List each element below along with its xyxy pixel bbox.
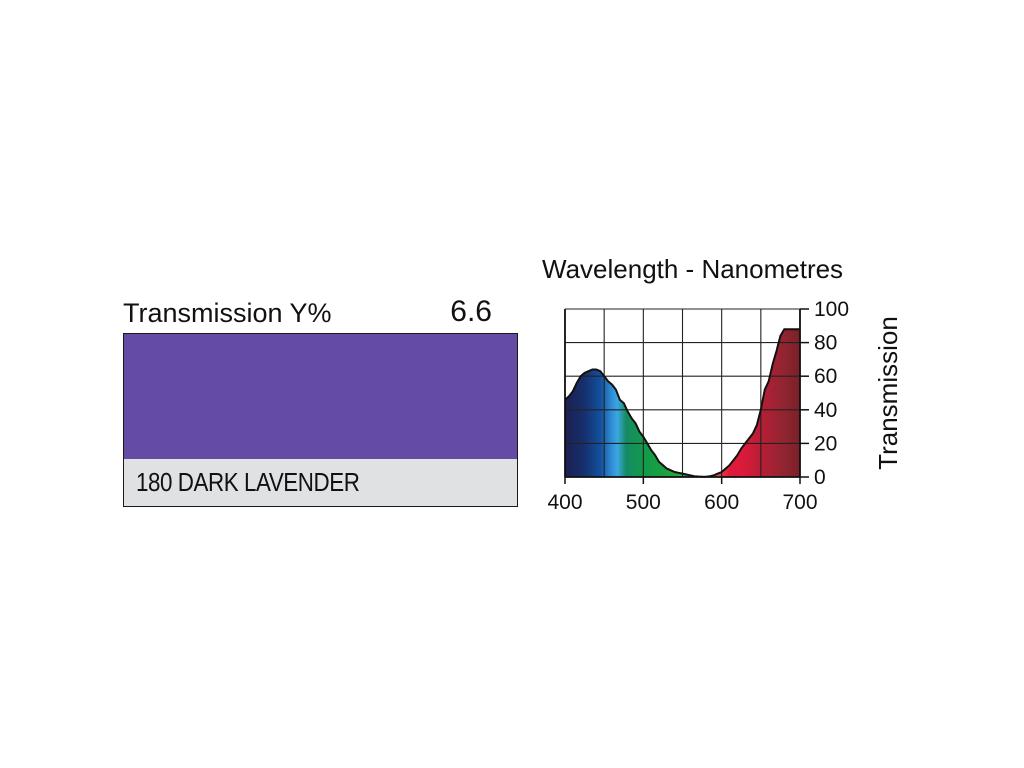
- transmission-area: [565, 329, 800, 477]
- transmission-label: Transmission Y%: [123, 298, 332, 328]
- x-tick-label: 700: [782, 491, 817, 514]
- x-tick-label: 600: [704, 491, 739, 514]
- y-axis-label: Transmission: [873, 316, 903, 470]
- transmission-curve: [564, 328, 800, 478]
- transmission-value: 6.6: [450, 295, 492, 328]
- y-tick-label: 100: [814, 298, 849, 321]
- x-tick-label: 500: [626, 491, 661, 514]
- filter-name: 180 DARK LAVENDER: [136, 467, 360, 497]
- chart-title: Wavelength - Nanometres: [542, 254, 843, 284]
- y-tick-label: 0: [814, 466, 826, 489]
- y-tick-label: 40: [814, 399, 837, 422]
- x-tick-label: 400: [547, 491, 582, 514]
- y-tick-label: 80: [814, 332, 837, 355]
- y-tick-label: 60: [814, 365, 837, 388]
- y-tick-label: 20: [814, 432, 837, 455]
- swatch-name-bar: 180 DARK LAVENDER: [124, 459, 517, 506]
- filter-swatch: 180 DARK LAVENDER: [123, 333, 518, 507]
- swatch-color: [124, 334, 517, 460]
